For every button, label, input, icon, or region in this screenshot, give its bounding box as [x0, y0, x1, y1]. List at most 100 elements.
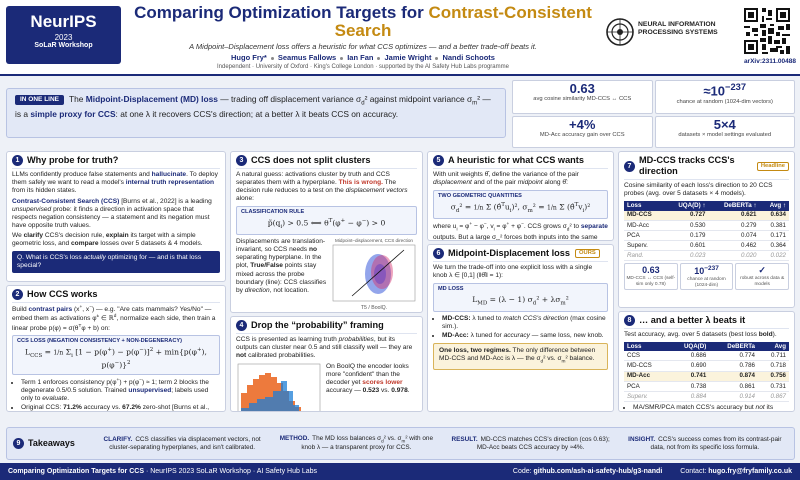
text-run: not [236, 352, 247, 360]
text-run: , not location. [269, 286, 309, 294]
text-run: −237 [704, 265, 719, 273]
table-cell: 0.022 [759, 250, 789, 262]
table-cell: 0.786 [709, 360, 758, 372]
takeaway-text: CCS classifies via displacement vectors,… [109, 436, 260, 451]
formula-label: CLASSIFICATION RULE [241, 208, 305, 215]
text-run: no [308, 246, 317, 254]
figure-row: UQA decoder, BoolQ.On BoolQ the encoder … [236, 363, 417, 411]
text-run: simple proxy for CCS [30, 108, 116, 119]
text-run: − φ [345, 218, 362, 228]
text-run: , but its outputs can cluster near 0.5 a… [236, 336, 413, 352]
text-run: )] [143, 347, 150, 357]
text-run: i [509, 207, 512, 214]
column-header: UQA(D) [668, 341, 710, 352]
text-run: d [455, 207, 460, 214]
text-run: probe: it finds a direction in activatio… [12, 205, 210, 229]
text-run: λ tuned to [470, 314, 504, 322]
text-run: hallucinate [151, 171, 187, 179]
text-run: − [483, 222, 487, 228]
table-cell: 0.690 [668, 360, 710, 372]
text-run: − [89, 305, 92, 311]
mini-label: robust across data & models [740, 276, 785, 287]
stat-card: +4% MD-Acc accuracy gain over CCS [512, 116, 653, 148]
formula: σd² = 1/n Σ (θ̂Tui)², σm² = 1/n Σ (θ̂Tvi… [438, 200, 603, 217]
text-run: unsupervised [12, 205, 52, 213]
contact-label: Contact: [680, 468, 709, 475]
stat-value: ≈10−237 [659, 82, 792, 99]
bullet-item: MD-Acc: λ tuned for accuracy — same loss… [442, 332, 608, 340]
paragraph: Test accuracy, avg. over 5 datasets (bes… [624, 331, 789, 339]
column-header: Avg [757, 341, 789, 352]
formula-label: MD LOSS [438, 285, 464, 292]
table-cell: 0.381 [759, 220, 789, 231]
text-run: unsupervised [128, 386, 172, 394]
takeaways-header: 9 Takeaways [13, 438, 91, 449]
column-header: Avg ↑ [759, 201, 789, 211]
text-run: 10 [694, 266, 705, 277]
mini-value: ✓ [737, 265, 787, 276]
paragraph: Contrast-Consistent Search (CCS) [Burns … [12, 198, 220, 230]
section-number: 6 [433, 248, 444, 260]
text-run: One loss, two regimes. [439, 347, 511, 355]
authors: Hugo Fry* Seamus Fallows Ian Fan Jamie Wrig… [128, 53, 598, 62]
results-table: Loss UQA(D) ↑ DeBERTa ↑ Avg ↑ MD-CCS 0.727 0.6… [624, 201, 789, 262]
text-run: This is wrong. [338, 179, 383, 187]
stat-label: MD-Acc accuracy gain over CCS [539, 132, 625, 139]
text-run: φ + b) on: [81, 324, 110, 332]
text-run: displacement [433, 179, 472, 187]
takeaway-label: RESULT. [451, 435, 478, 443]
text-run: [1 − p(φ [72, 347, 108, 357]
text-run: zero-shot [Burns et al., 2022]. [142, 404, 210, 412]
text-run: ) > 0.5 ⟺ θ [282, 218, 329, 228]
text-run: alone: [236, 195, 254, 203]
table-cell: 0.462 [708, 240, 760, 252]
text-run: d [540, 359, 544, 365]
table-cell: 0.621 [708, 210, 760, 221]
text-run: 0.978 [391, 386, 408, 394]
text-run: ² balance. [565, 355, 595, 363]
text-run: )², σ [511, 202, 528, 212]
paragraph: We turn the trade-off into one explicit … [433, 264, 608, 280]
section-title: How CCS works [27, 289, 98, 299]
text-run: its target with a simple geometric loss,… [12, 232, 196, 248]
contact-email: hugo.fry@fryfamily.co.uk [708, 468, 792, 475]
formula-label: CCS LOSS (NEGATION CONSISTENCY + NON-DEG… [17, 338, 182, 345]
stat-value: +4% [516, 118, 649, 132]
text-run: + [506, 222, 510, 228]
text-run: MD-CCS: [442, 314, 471, 322]
table-cell: 0.718 [757, 360, 789, 372]
text-run: λ tuned for [468, 332, 504, 340]
stat-value: 5×4 [659, 118, 792, 132]
takeaway-item: CLARIFY. CCS classifies via displacement … [99, 436, 265, 451]
paragraph: where ui = φ+ − φ−, vi = φ+ + φ−. CCS gr… [433, 222, 608, 240]
takeaway-text: CCS's success comes from its contrast-pa… [651, 436, 782, 451]
text-run: )² [584, 202, 591, 212]
text-run: ² + λσ [536, 294, 561, 304]
section-number: 9 [13, 438, 24, 449]
table-cell: 0.171 [759, 230, 789, 242]
formula-box: MD LOSS LMD = (λ − 1) σd² + λσm² [433, 282, 608, 312]
text-run: match CCS's direction [503, 314, 569, 322]
scatter-thumbnail [332, 244, 416, 302]
text-run: points stay mixed across the probe bound… [236, 262, 327, 294]
section-panel: 2 How CCS works Build contrast pairs (x+, … [6, 285, 226, 412]
code-label: Code: [512, 468, 534, 475]
table-cell: Superv. [624, 240, 665, 252]
text-run: + [340, 217, 346, 224]
text-run: = (λ − 1) σ [487, 294, 533, 304]
figure-text: Displacements are translation-invariant,… [236, 238, 327, 294]
text-run: L [472, 294, 478, 304]
text-run: where u [433, 223, 457, 231]
text-run: ) − p(φ [111, 347, 140, 357]
table-row: MD-CCS 0.690 0.786 0.718 [624, 360, 789, 372]
table-cell: 0.601 [664, 240, 709, 252]
section-title: CCS does not split clusters [251, 155, 371, 165]
subtitle-text: A Midpoint–Displacement loss offers a he… [189, 42, 537, 51]
table-cell: 0.774 [709, 351, 758, 362]
table-row: CCS 0.686 0.774 0.711 [624, 351, 789, 362]
text-run: 5×4 [713, 117, 736, 133]
author: Seamus Fallows [277, 53, 337, 62]
logo-line: NEURAL INFORMATION [638, 21, 716, 28]
table-cell: 0.530 [664, 220, 709, 231]
text-run: and of the pair [471, 179, 518, 187]
